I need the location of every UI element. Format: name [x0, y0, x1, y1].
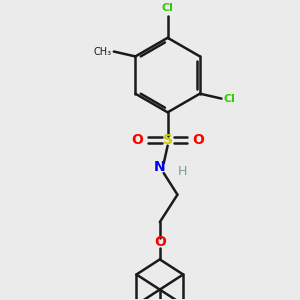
Text: H: H — [178, 165, 187, 178]
Text: Cl: Cl — [224, 94, 235, 103]
Text: O: O — [192, 133, 204, 147]
Text: S: S — [163, 133, 172, 147]
Text: Cl: Cl — [162, 3, 174, 13]
Text: O: O — [131, 133, 143, 147]
Text: O: O — [154, 235, 166, 249]
Text: N: N — [154, 160, 166, 174]
Text: CH₃: CH₃ — [94, 46, 112, 56]
